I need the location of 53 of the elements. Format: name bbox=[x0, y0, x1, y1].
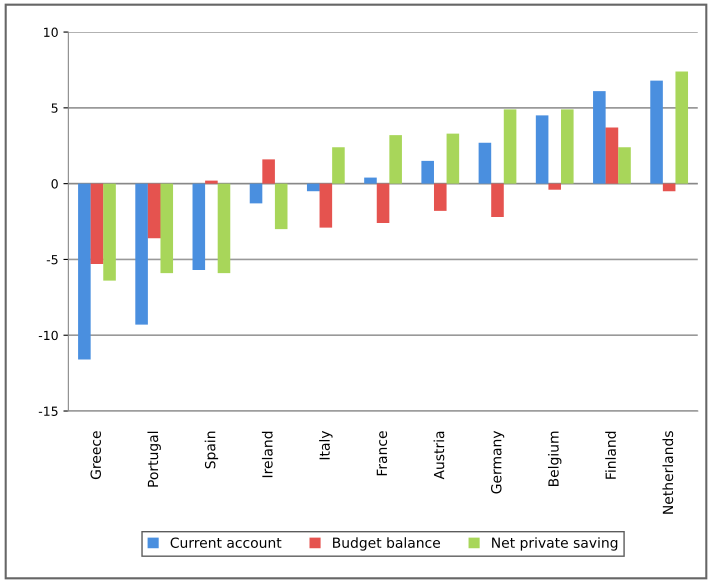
bar bbox=[389, 135, 402, 184]
legend-label: Budget balance bbox=[333, 537, 440, 551]
y-tick-label: -15 bbox=[38, 406, 58, 416]
x-tick-label: Portugal bbox=[147, 432, 161, 487]
bar bbox=[593, 91, 606, 184]
bar bbox=[148, 184, 160, 238]
x-tick-label: Italy bbox=[319, 430, 333, 460]
x-tick-label: Ireland bbox=[262, 432, 273, 478]
bar bbox=[135, 184, 148, 325]
x-tick-label: Greece bbox=[90, 431, 101, 480]
bar bbox=[376, 184, 390, 224]
bar bbox=[421, 160, 434, 184]
y-tick-label: -10 bbox=[38, 330, 58, 340]
bar bbox=[274, 184, 288, 230]
bar bbox=[90, 184, 104, 264]
x-tick-label: Belgium bbox=[548, 432, 562, 486]
bar bbox=[78, 184, 91, 360]
legend-label: Current account bbox=[170, 537, 282, 548]
bar bbox=[675, 71, 688, 184]
bar bbox=[250, 184, 262, 204]
bar bbox=[192, 184, 206, 270]
bar bbox=[650, 80, 663, 184]
y-tick-label: 10 bbox=[44, 28, 58, 37]
x-tick-label: Netherlands bbox=[662, 431, 674, 514]
bar bbox=[434, 184, 447, 211]
bar bbox=[561, 109, 574, 184]
x-tick-label: France bbox=[376, 431, 388, 476]
bar bbox=[332, 147, 345, 184]
bar bbox=[662, 184, 676, 192]
bar bbox=[504, 109, 516, 184]
bar bbox=[618, 147, 631, 184]
bar bbox=[262, 159, 275, 184]
bar bbox=[491, 184, 504, 217]
bar bbox=[218, 184, 230, 274]
bar bbox=[548, 184, 562, 190]
bar bbox=[160, 184, 174, 274]
bar bbox=[306, 184, 320, 192]
bar bbox=[320, 184, 332, 228]
bar bbox=[446, 134, 460, 184]
bar bbox=[536, 115, 548, 184]
bar bbox=[205, 180, 218, 184]
bar bbox=[478, 142, 492, 184]
y-tick-label: 0 bbox=[52, 179, 58, 189]
y-tick-label: -5 bbox=[46, 255, 58, 264]
x-tick-label: Germany bbox=[491, 430, 504, 494]
bar bbox=[606, 128, 618, 184]
bar bbox=[364, 178, 377, 184]
x-tick-label: Austria bbox=[434, 432, 444, 480]
bar bbox=[103, 184, 116, 281]
x-tick-label: Finland bbox=[605, 432, 616, 479]
y-tick-label: 5 bbox=[52, 103, 58, 113]
x-tick-label: Spain bbox=[204, 432, 218, 468]
legend-label: Net private saving bbox=[492, 537, 618, 551]
